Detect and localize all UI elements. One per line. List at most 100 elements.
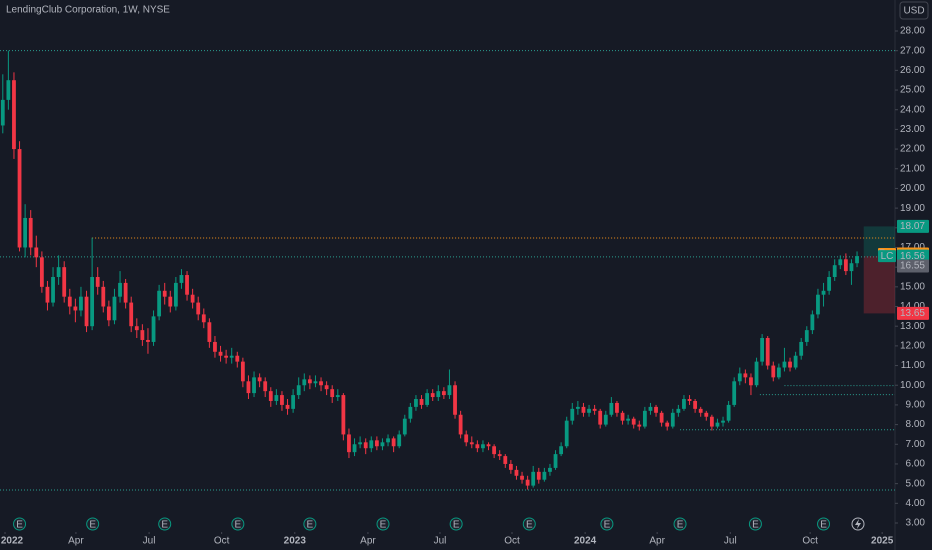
price-label: 16.55 [900,261,925,272]
earnings-marker[interactable] [376,517,390,531]
candle-body [564,420,569,447]
candle-body [296,385,301,396]
earnings-marker[interactable] [449,517,463,531]
y-tick-label: 9.00 [906,400,926,411]
candle-body [84,296,89,327]
x-tick-label: Oct [214,536,230,547]
candle-body [799,341,804,356]
candle-body [73,306,78,311]
candle-body [788,361,792,368]
y-tick-label: 21.00 [900,163,925,174]
earnings-marker[interactable] [673,517,687,531]
candle-body [112,296,117,321]
candle-body [101,286,106,307]
earnings-marker[interactable] [231,517,245,531]
earnings-label: E [453,520,460,531]
candle-body [609,402,614,415]
candle-body [0,99,5,126]
earnings-marker[interactable] [158,517,172,531]
candle-body [140,330,145,340]
price-label: 18.07 [900,221,925,232]
earnings-label: E [161,520,168,531]
candle-body [369,440,374,449]
earnings-marker[interactable] [303,517,317,531]
candle-body [704,412,709,417]
candle-body [525,479,530,486]
candle-body [168,296,173,307]
candle-body [352,444,357,453]
candle-body [134,326,139,331]
candle-body [430,393,435,398]
x-tick-label: Apr [649,536,665,547]
candle-body [129,302,134,327]
candle-body [447,385,452,396]
candle-body [542,471,547,480]
candle-body [95,277,100,287]
y-tick-label: 15.00 [900,281,925,292]
candle-body [570,408,575,421]
candle-body [39,257,44,287]
earnings-marker[interactable] [86,517,100,531]
candle-body [620,412,625,421]
y-tick-label: 10.00 [900,380,925,391]
candle-body [827,277,832,291]
price-label-box [897,259,929,273]
candle-body [341,395,346,435]
earnings-marker[interactable] [600,517,614,531]
candle-body [637,424,642,427]
earnings-label: E [89,520,96,531]
candle-body [475,444,480,449]
earnings-marker[interactable] [748,517,762,531]
candle-body [162,290,167,297]
candle-body [698,408,703,413]
y-tick-label: 22.00 [900,144,925,155]
candle-body [246,381,251,394]
candle-body [173,282,178,307]
candle-body [503,456,508,464]
candle-body [486,444,491,447]
candle-body [508,463,513,470]
candle-body [235,355,240,362]
x-tick-label: 2022 [1,536,24,547]
currency-box[interactable] [899,1,929,20]
currency[interactable]: USD [903,6,924,17]
candle-body [268,391,273,401]
candle-body [737,373,742,382]
earnings-label: E [677,520,684,531]
earnings-marker[interactable] [522,517,536,531]
candle-body [358,442,363,445]
candle-body [575,406,580,409]
x-tick-label: Apr [360,536,376,547]
candle-body [257,377,262,382]
candle-body [335,395,340,398]
candle-body [553,454,558,468]
y-tick-label: 26.00 [900,65,925,76]
price-label-box [897,306,929,320]
candle-body [458,414,463,435]
earnings-marker[interactable] [817,517,831,531]
candle-body [531,471,536,486]
earnings-label: E [235,520,242,531]
x-tick-label: Jul [724,536,737,547]
candle-body [106,306,111,321]
candle-body [464,434,469,443]
candle-body [665,422,670,427]
candle-body [497,454,502,457]
candle-body [425,393,430,405]
price-label: 16.56 [900,251,925,262]
candle-body [280,395,284,405]
candle-body [598,410,603,425]
candle-body [56,267,61,277]
candle-body [185,275,189,295]
candle-body [146,339,150,342]
y-tick-label: 6.00 [906,459,926,470]
y-tick-label: 24.00 [900,104,925,115]
candle-body [793,355,798,368]
candle-body [123,282,128,303]
candle-body [218,351,223,356]
candle-body [28,217,33,248]
earnings-marker[interactable] [13,517,27,531]
y-tick-label: 27.00 [900,45,925,56]
candle-body [548,467,552,472]
candle-body [687,399,692,401]
